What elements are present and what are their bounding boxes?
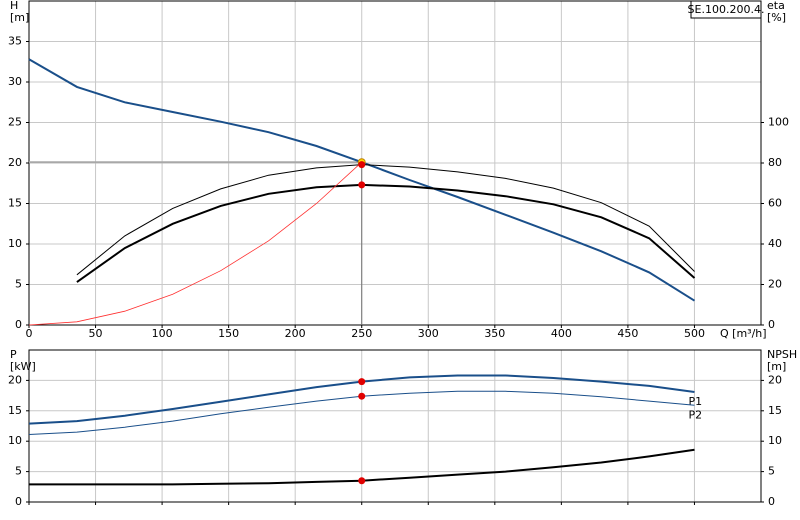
y-tick-label: 0 xyxy=(15,495,22,508)
y-tick-label: 30 xyxy=(8,75,22,88)
y2-axis-label: NPSH xyxy=(767,348,797,361)
x-tick-label: 450 xyxy=(617,327,638,340)
y2-tick-label: 0 xyxy=(768,495,775,508)
y2-tick-label: 60 xyxy=(768,197,782,210)
y2-tick-label: 5 xyxy=(768,465,775,478)
x-tick-label: 0 xyxy=(26,327,33,340)
y2-axis-label: eta xyxy=(767,0,785,12)
x-tick-label: 200 xyxy=(285,327,306,340)
y-axis-label: P xyxy=(10,348,17,361)
operating-point xyxy=(358,378,366,386)
y2-tick-label: 40 xyxy=(768,237,782,250)
y2-tick-label: 100 xyxy=(768,116,789,129)
y-tick-label: 35 xyxy=(8,35,22,48)
x-tick-label: 400 xyxy=(551,327,572,340)
y2-tick-label: 15 xyxy=(768,404,782,417)
x-tick-label: 500 xyxy=(684,327,705,340)
x-axis-label: Q [m³/h] xyxy=(720,327,767,340)
x-tick-label: 250 xyxy=(351,327,372,340)
y-tick-label: 15 xyxy=(8,197,22,210)
model-label: SE.100.200.4. xyxy=(688,3,765,16)
series-line xyxy=(28,161,362,326)
x-tick-label: 350 xyxy=(484,327,505,340)
x-tick-label: 150 xyxy=(218,327,239,340)
y-tick-label: 10 xyxy=(8,237,22,250)
operating-point xyxy=(358,392,366,400)
y2-axis-unit: [%] xyxy=(767,11,786,24)
y-tick-label: 15 xyxy=(8,404,22,417)
y-tick-label: 20 xyxy=(8,373,22,386)
series-line xyxy=(76,164,695,276)
y-tick-label: 10 xyxy=(8,434,22,447)
x-tick-label: 300 xyxy=(418,327,439,340)
y-axis-unit: [m] xyxy=(10,11,29,24)
plot-frame xyxy=(28,349,762,503)
y2-tick-label: 0 xyxy=(768,318,775,331)
y-axis-unit: [kW] xyxy=(10,360,36,373)
y-tick-label: 0 xyxy=(15,318,22,331)
series-label: P2 xyxy=(688,408,702,421)
x-tick-label: 100 xyxy=(152,327,173,340)
series-line xyxy=(76,183,696,283)
y-tick-label: 20 xyxy=(8,156,22,169)
y-axis-label: H xyxy=(10,0,18,12)
operating-point xyxy=(358,161,366,169)
y-tick-label: 25 xyxy=(8,116,22,129)
y-tick-label: 5 xyxy=(15,465,22,478)
y2-tick-label: 80 xyxy=(768,156,782,169)
y2-tick-label: 10 xyxy=(768,434,782,447)
label-box xyxy=(690,0,762,19)
y2-tick-label: 20 xyxy=(768,373,782,386)
y2-axis-unit: [m] xyxy=(767,360,786,373)
series-label: P1 xyxy=(688,395,702,408)
operating-point xyxy=(358,181,366,189)
y-tick-label: 5 xyxy=(15,278,22,291)
operating-point xyxy=(358,477,366,485)
x-tick-label: 50 xyxy=(89,327,103,340)
y2-tick-label: 20 xyxy=(768,278,782,291)
